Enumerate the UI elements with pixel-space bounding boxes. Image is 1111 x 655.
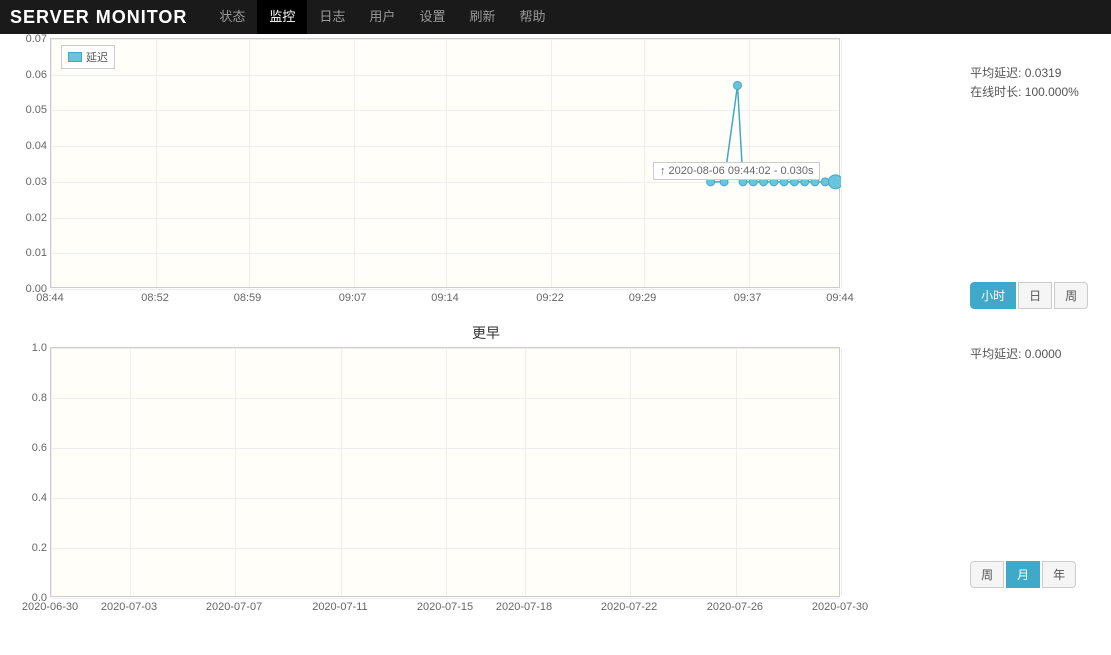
gridline-v (341, 348, 342, 596)
nav-item-设置[interactable]: 设置 (407, 0, 457, 34)
x-tick-label: 09:29 (629, 292, 657, 304)
data-point[interactable] (734, 81, 742, 89)
x-tick-label: 2020-07-26 (707, 601, 763, 613)
x-tick-label: 09:22 (536, 292, 564, 304)
gridline-v (736, 348, 737, 596)
range-button-年[interactable]: 年 (1042, 561, 1076, 588)
x-tick-label: 08:44 (36, 292, 64, 304)
gridline-v (630, 348, 631, 596)
chart1-y-axis: 0.000.010.020.030.040.050.060.07 (11, 39, 49, 287)
nav-item-帮助[interactable]: 帮助 (507, 0, 557, 34)
y-tick-label: 0.8 (32, 392, 47, 404)
y-tick-label: 0.6 (32, 442, 47, 454)
y-tick-label: 0.05 (26, 104, 47, 116)
range-button-月[interactable]: 月 (1006, 561, 1040, 588)
chart2-plot[interactable]: 0.00.20.40.60.81.0 (50, 347, 840, 597)
gridline-v (235, 348, 236, 596)
y-tick-label: 1.0 (32, 342, 47, 354)
y-tick-label: 0.04 (26, 140, 47, 152)
chart-tooltip: ↑ 2020-08-06 09:44:02 - 0.030s (653, 162, 821, 180)
chart2-side-info: 平均延迟: 0.0000 周月年 (962, 319, 1101, 587)
nav-item-状态[interactable]: 状态 (207, 0, 257, 34)
y-tick-label: 0.02 (26, 212, 47, 224)
chart1-row: 0.000.010.020.030.040.050.060.07 延迟 ↑ 20… (10, 38, 1101, 309)
gridline-v (51, 348, 52, 596)
gridline-v (446, 348, 447, 596)
range-button-周[interactable]: 周 (970, 561, 1004, 588)
legend-swatch-icon (68, 52, 82, 62)
data-point[interactable] (828, 175, 841, 189)
y-tick-label: 0.06 (26, 69, 47, 81)
gridline-v (841, 348, 842, 596)
chart1-plot[interactable]: 0.000.010.020.030.040.050.060.07 延迟 ↑ 20… (50, 38, 840, 288)
gridline-h (51, 548, 839, 549)
nav-item-日志[interactable]: 日志 (307, 0, 357, 34)
range-button-日[interactable]: 日 (1018, 282, 1052, 309)
gridline-h (51, 348, 839, 349)
chart2-x-axis: 2020-06-302020-07-032020-07-072020-07-11… (50, 597, 840, 617)
chart2-y-axis: 0.00.20.40.60.81.0 (11, 348, 49, 596)
chart1-avg: 平均延迟: 0.0319 (970, 64, 1101, 83)
x-tick-label: 2020-07-30 (812, 601, 868, 613)
x-tick-label: 2020-07-15 (417, 601, 473, 613)
legend-label: 延迟 (86, 49, 108, 65)
x-tick-label: 09:14 (431, 292, 459, 304)
x-tick-label: 09:07 (339, 292, 367, 304)
gridline-h (51, 398, 839, 399)
chart2-avg: 平均延迟: 0.0000 (970, 345, 1101, 364)
chart2-row: 更早 0.00.20.40.60.81.0 2020-06-30 2020-07-… (10, 319, 1101, 617)
gridline-v (130, 348, 131, 596)
chart1-legend: 延迟 (61, 45, 115, 69)
chart2-title: 更早 (10, 319, 962, 347)
y-tick-label: 0.01 (26, 247, 47, 259)
nav-item-用户[interactable]: 用户 (357, 0, 407, 34)
range-button-小时[interactable]: 小时 (970, 282, 1016, 309)
nav-item-刷新[interactable]: 刷新 (457, 0, 507, 34)
chart1-uptime: 在线时长: 100.000% (970, 83, 1101, 102)
y-tick-label: 0.03 (26, 176, 47, 188)
chart1-range-buttons: 小时日周 (970, 282, 1101, 309)
chart1-container: 0.000.010.020.030.040.050.060.07 延迟 ↑ 20… (10, 38, 962, 308)
gridline-v (841, 39, 842, 287)
y-tick-label: 0.2 (32, 542, 47, 554)
y-tick-label: 0.07 (26, 33, 47, 45)
nav-items: 状态监控日志用户设置刷新帮助 (207, 0, 557, 34)
gridline-v (525, 348, 526, 596)
nav-item-监控[interactable]: 监控 (257, 0, 307, 34)
chart1-x-axis: 08:4408:5208:5909:0709:1409:2209:2909:37… (50, 288, 840, 308)
navbar: SERVER MONITOR 状态监控日志用户设置刷新帮助 (0, 0, 1111, 34)
app-brand: SERVER MONITOR (10, 7, 187, 28)
x-tick-label: 08:59 (234, 292, 262, 304)
x-tick-label: 2020-07-18 (496, 601, 552, 613)
x-tick-label: 2020-07-07 (206, 601, 262, 613)
x-tick-label: 09:37 (734, 292, 762, 304)
x-tick-label: 09:44 (826, 292, 854, 304)
chart2-container: 更早 0.00.20.40.60.81.0 2020-06-30 2020-07-… (10, 319, 962, 617)
range-button-周[interactable]: 周 (1054, 282, 1088, 309)
x-tick-label: 2020-06-30 (22, 601, 78, 613)
gridline-h (51, 498, 839, 499)
x-tick-label: 08:52 (141, 292, 169, 304)
gridline-h (51, 448, 839, 449)
x-tick-label: 2020-07-11 (312, 601, 367, 613)
chart2-range-buttons: 周月年 (970, 561, 1101, 588)
x-tick-label: 2020-07-03 (101, 601, 157, 613)
y-tick-label: 0.4 (32, 492, 47, 504)
chart1-side-info: 平均延迟: 0.0319 在线时长: 100.000% 小时日周 (962, 38, 1101, 309)
x-tick-label: 2020-07-22 (601, 601, 657, 613)
